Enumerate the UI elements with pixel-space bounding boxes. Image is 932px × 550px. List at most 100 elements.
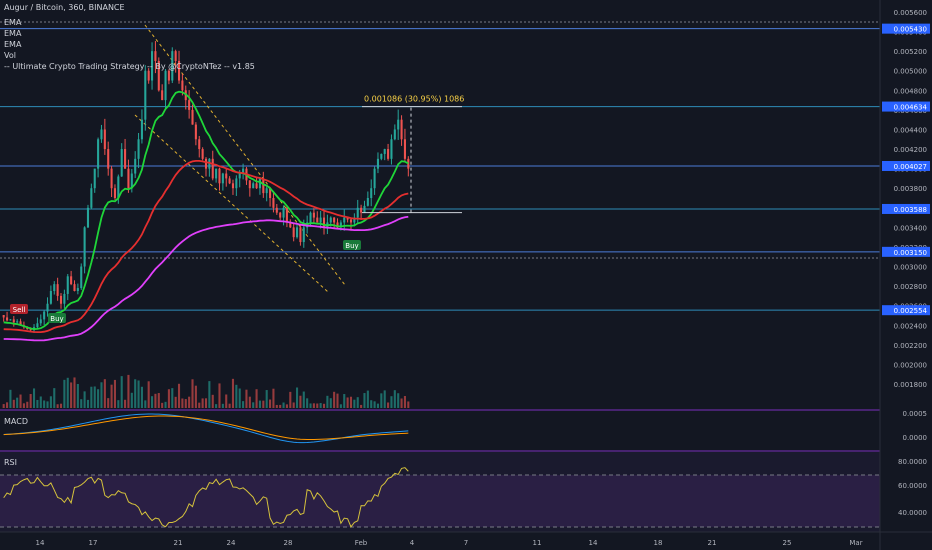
buy-signal-text: Buy bbox=[345, 242, 358, 250]
price-marker-bg bbox=[882, 160, 930, 171]
time-tick: Feb bbox=[355, 539, 368, 547]
volume-bar bbox=[279, 404, 282, 408]
volume-bar bbox=[319, 403, 322, 408]
candle-body bbox=[393, 129, 396, 140]
time-tick: 28 bbox=[284, 539, 293, 547]
volume-bar bbox=[19, 394, 22, 408]
candle-body bbox=[107, 149, 110, 169]
time-tick: 21 bbox=[708, 539, 717, 547]
volume-bar bbox=[275, 404, 278, 408]
candle-body bbox=[383, 149, 386, 154]
volume-bar bbox=[383, 390, 386, 408]
volume-bar bbox=[147, 381, 150, 408]
candle-body bbox=[100, 129, 103, 140]
volume-bar bbox=[90, 386, 93, 408]
candle-body bbox=[373, 168, 376, 189]
price-tick: 0.005600 bbox=[894, 9, 927, 17]
volume-bar bbox=[390, 396, 393, 408]
volume-bar bbox=[83, 391, 86, 408]
volume-bar bbox=[242, 401, 245, 408]
time-tick: 14 bbox=[589, 539, 598, 547]
volume-bar bbox=[393, 390, 396, 408]
candle-body bbox=[285, 207, 288, 223]
candle-body bbox=[12, 319, 15, 323]
volume-bar bbox=[29, 394, 32, 408]
volume-bar bbox=[333, 391, 336, 408]
volume-bar bbox=[107, 398, 110, 408]
candle-body bbox=[339, 222, 342, 228]
volume-bar bbox=[39, 396, 42, 408]
candle-body bbox=[360, 207, 363, 213]
volume-bar bbox=[228, 403, 231, 408]
time-tick: 21 bbox=[174, 539, 183, 547]
volume-bar bbox=[56, 404, 59, 408]
candle-body bbox=[127, 168, 130, 189]
candle-body bbox=[231, 183, 235, 189]
time-tick: 17 bbox=[89, 539, 98, 547]
volume-bar bbox=[215, 404, 218, 408]
candle-body bbox=[157, 60, 160, 91]
volume-bar bbox=[329, 398, 332, 408]
strategy-legend[interactable]: -- Ultimate Crypto Trading Strategy -- B… bbox=[4, 62, 255, 71]
price-marker-bg bbox=[882, 23, 930, 34]
ema-legend-1[interactable]: EMA bbox=[4, 18, 22, 27]
volume-bar bbox=[76, 383, 79, 408]
candle-body bbox=[174, 51, 177, 61]
candle-body bbox=[225, 173, 228, 179]
volume-bar bbox=[373, 401, 376, 408]
volume-bar bbox=[326, 395, 329, 408]
volume-bar bbox=[171, 388, 174, 408]
candle-body bbox=[319, 217, 322, 223]
rsi-band bbox=[0, 475, 880, 527]
volume-bar bbox=[97, 389, 100, 408]
candle-body bbox=[252, 183, 255, 189]
volume-bar bbox=[366, 390, 369, 408]
volume-bar bbox=[400, 398, 403, 408]
rsi-label: RSI bbox=[4, 458, 17, 467]
candle-body bbox=[380, 153, 383, 159]
rsi-tick: 40.0000 bbox=[898, 509, 927, 517]
volume-bar bbox=[49, 396, 52, 408]
candle-body bbox=[151, 51, 154, 81]
volume-bar bbox=[282, 402, 285, 408]
candle-body bbox=[49, 291, 52, 304]
volume-bar bbox=[9, 389, 12, 408]
volume-bar bbox=[43, 400, 46, 408]
candle-body bbox=[275, 207, 278, 213]
candle-body bbox=[201, 149, 204, 159]
candle-body bbox=[204, 158, 208, 169]
volume-bar bbox=[316, 403, 319, 408]
price-marker: 0.004027 bbox=[894, 163, 927, 171]
volume-bar bbox=[86, 399, 90, 408]
candle-body bbox=[215, 168, 218, 179]
volume-bar bbox=[26, 401, 29, 408]
candle-body bbox=[258, 178, 261, 189]
price-marker-bg bbox=[882, 203, 930, 214]
candle-body bbox=[279, 212, 282, 218]
price-marker: 0.004634 bbox=[894, 104, 928, 112]
volume-bar bbox=[258, 400, 261, 408]
candle-body bbox=[103, 129, 106, 150]
ema-legend-2[interactable]: EMA bbox=[4, 29, 22, 38]
volume-bar bbox=[285, 404, 288, 408]
volume-bar bbox=[130, 392, 133, 408]
buy-signal: Buy bbox=[48, 313, 66, 323]
candle-body bbox=[39, 319, 42, 324]
ema-slow-line bbox=[3, 215, 409, 342]
candle-body bbox=[70, 276, 73, 285]
candle-body bbox=[208, 158, 211, 169]
measure-label: 0.001086 (30.95%) 1086 bbox=[364, 95, 464, 104]
candle-body bbox=[333, 217, 336, 223]
candle-body bbox=[164, 70, 167, 101]
price-marker-bg bbox=[882, 101, 930, 112]
volume-bar bbox=[272, 388, 275, 408]
candle-body bbox=[336, 222, 339, 228]
ema-legend-3[interactable]: EMA bbox=[4, 40, 22, 49]
candle-body bbox=[194, 124, 197, 140]
volume-bar bbox=[387, 402, 390, 408]
volume-legend[interactable]: Vol bbox=[4, 51, 16, 60]
candle-body bbox=[198, 139, 201, 150]
sell-signal-bg bbox=[10, 304, 28, 314]
volume-bar bbox=[113, 379, 117, 408]
